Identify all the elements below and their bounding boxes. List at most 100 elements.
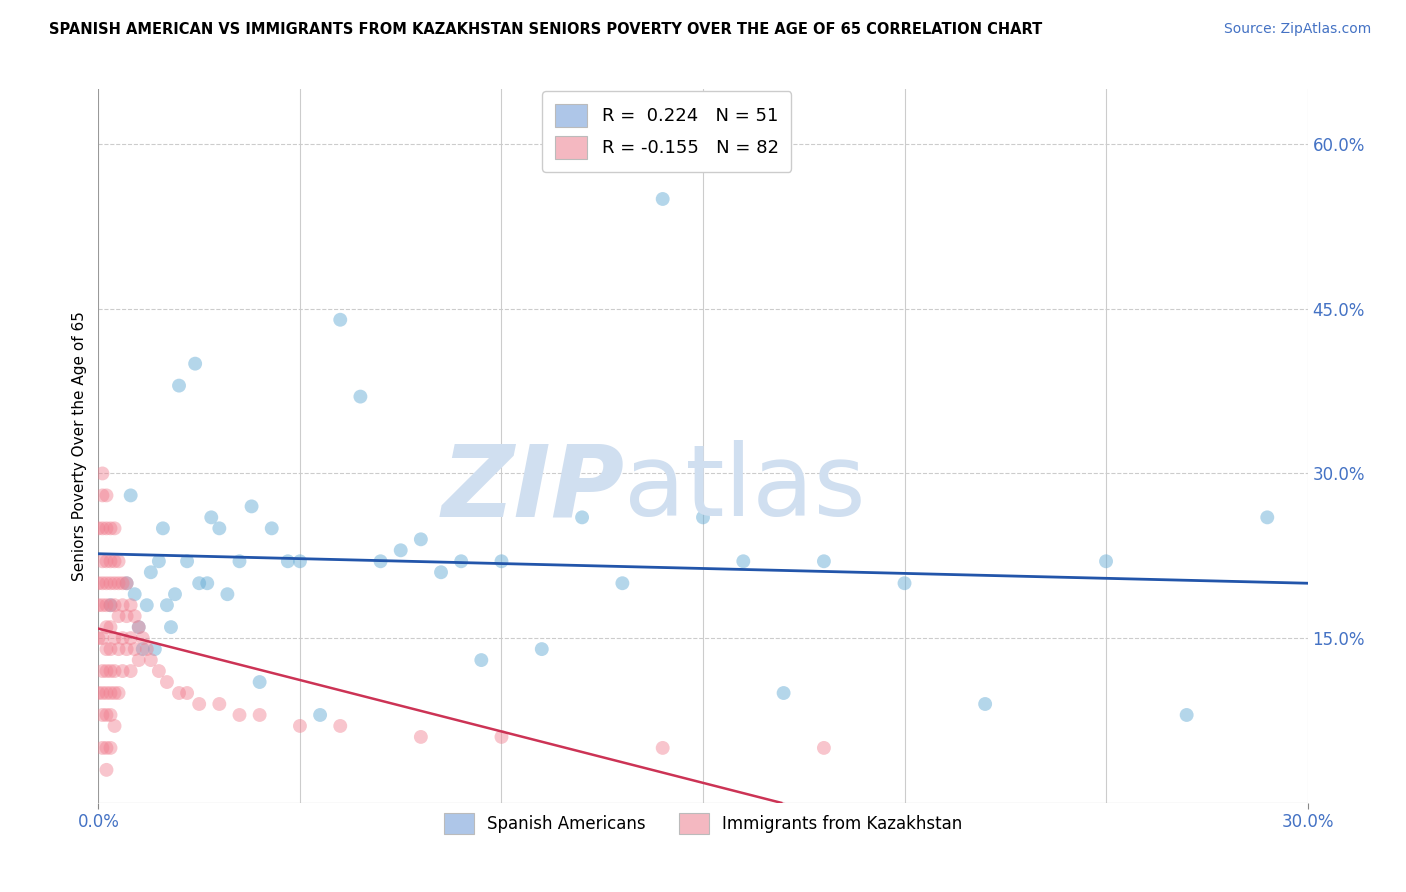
Point [115,609,138,624]
Point [96,576,118,591]
Point [103,664,125,678]
Point [96,763,118,777]
Point [87,576,110,591]
Point [188,697,211,711]
Point [208,697,231,711]
Point [111,576,134,591]
Text: Source: ZipAtlas.com: Source: ZipAtlas.com [1223,22,1371,37]
Point [115,576,138,591]
Point [96,554,118,568]
Point [208,521,231,535]
Point [329,312,352,326]
Point [128,620,150,634]
Point [103,686,125,700]
Point [111,631,134,645]
Point [91,708,114,723]
Point [115,642,138,657]
Point [111,664,134,678]
Point [100,686,122,700]
Point [692,510,714,524]
Point [128,653,150,667]
Point [91,664,114,678]
Point [430,566,453,580]
Point [167,378,190,392]
Point [87,598,110,612]
Point [370,554,392,568]
Point [96,664,118,678]
Point [160,620,183,634]
Point [115,576,138,591]
Point [100,598,122,612]
Point [143,642,166,657]
Point [974,697,997,711]
Y-axis label: Seniors Poverty Over the Age of 65: Seniors Poverty Over the Age of 65 [72,311,87,581]
Point [103,554,125,568]
Point [103,631,125,645]
Point [389,543,412,558]
Point [100,576,122,591]
Point [87,631,110,645]
Point [103,719,125,733]
Point [120,598,142,612]
Point [571,510,593,524]
Point [309,708,332,723]
Text: ZIP: ZIP [441,441,624,537]
Point [96,642,118,657]
Point [409,533,432,547]
Point [139,566,162,580]
Point [91,598,114,612]
Point [103,576,125,591]
Point [813,554,835,568]
Text: SPANISH AMERICAN VS IMMIGRANTS FROM KAZAKHSTAN SENIORS POVERTY OVER THE AGE OF 6: SPANISH AMERICAN VS IMMIGRANTS FROM KAZA… [49,22,1042,37]
Point [470,653,492,667]
Point [91,631,114,645]
Point [100,554,122,568]
Point [120,664,142,678]
Point [450,554,472,568]
Point [651,192,673,206]
Point [167,686,190,700]
Point [195,576,218,591]
Point [91,554,114,568]
Point [148,664,170,678]
Point [91,576,114,591]
Point [103,521,125,535]
Point [96,620,118,634]
Point [135,598,157,612]
Point [139,653,162,667]
Point [148,554,170,568]
Point [96,740,118,755]
Point [188,576,211,591]
Point [128,620,150,634]
Point [100,642,122,657]
Point [288,554,311,568]
Point [132,631,155,645]
Point [96,488,118,502]
Point [96,686,118,700]
Point [107,609,129,624]
Point [96,708,118,723]
Point [228,708,250,723]
Point [132,642,155,657]
Point [651,740,673,755]
Point [91,467,114,481]
Point [91,488,114,502]
Point [91,521,114,535]
Point [91,686,114,700]
Point [349,390,371,404]
Point [329,719,352,733]
Point [288,719,311,733]
Point [1256,510,1278,524]
Point [612,576,634,591]
Point [100,598,122,612]
Point [249,708,271,723]
Point [156,598,179,612]
Point [96,598,118,612]
Point [184,357,207,371]
Point [491,554,513,568]
Point [120,631,142,645]
Point [217,587,239,601]
Point [124,609,146,624]
Point [530,642,553,657]
Point [1095,554,1118,568]
